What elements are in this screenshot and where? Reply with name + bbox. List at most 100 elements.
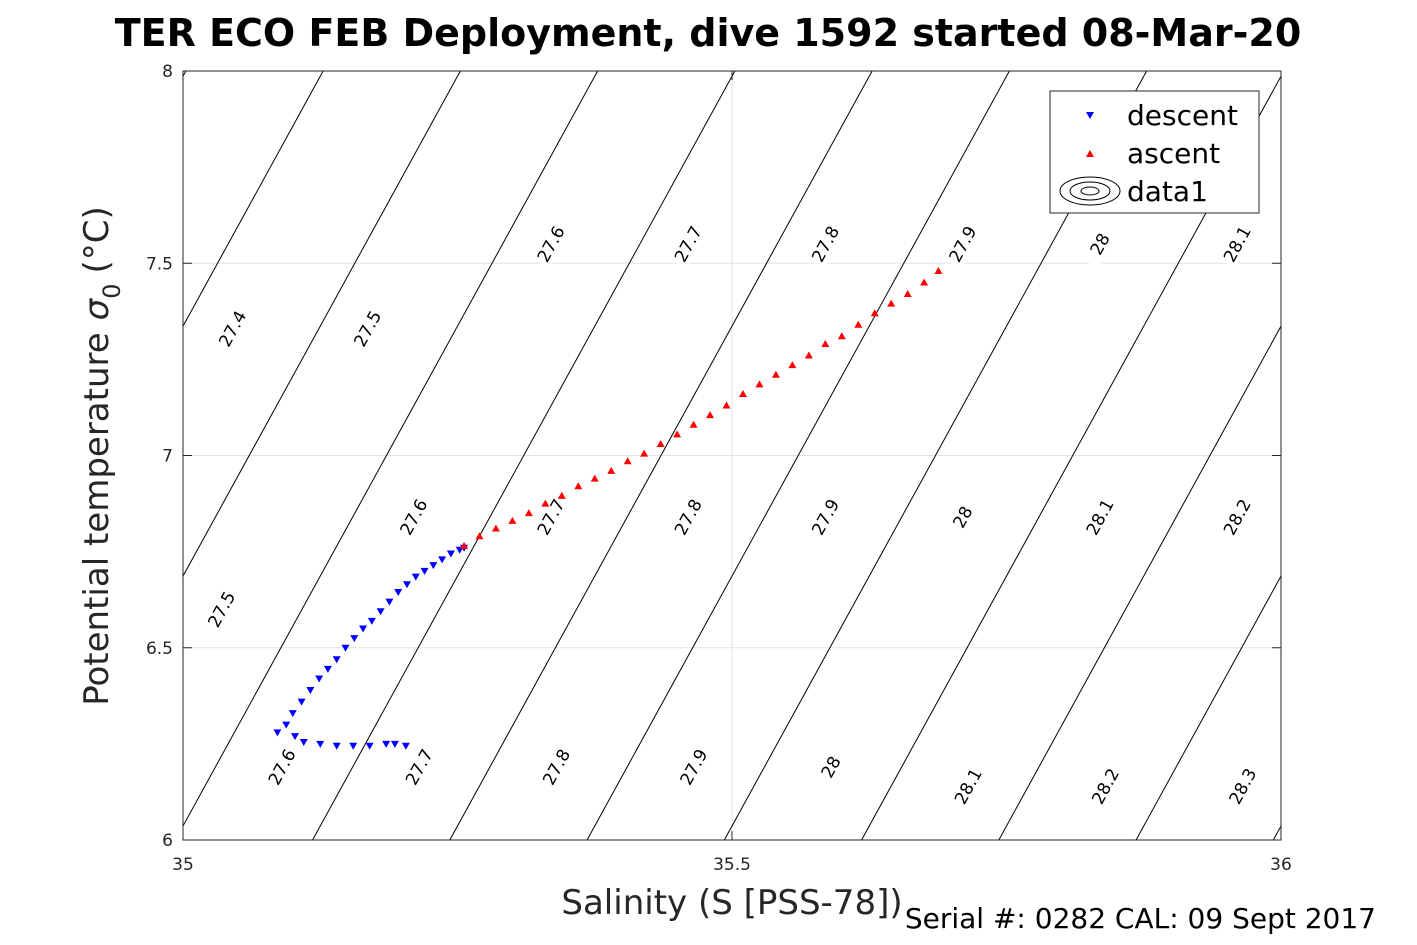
ascent-point-25 (870, 309, 879, 317)
contour-label-bg-17 (398, 742, 440, 792)
contour-label-bg-14 (1079, 492, 1121, 542)
y-axis-label-unit: (°C) (77, 206, 117, 273)
legend-box (1049, 90, 1260, 214)
contour-label-bg-7 (1216, 219, 1258, 269)
ascent-point-8 (590, 474, 599, 482)
ascent-point-24 (854, 320, 863, 328)
ascent-point-28 (920, 278, 929, 286)
serial-cal-footer: Serial #: 0282 CAL: 09 Sept 2017 (905, 902, 1376, 935)
contour-label-5: 27.9 (942, 219, 983, 269)
y-axis-label: Potential temperature σ0 (°C) (77, 206, 126, 706)
contour-line-9 (183, 71, 324, 328)
ascent-point-17 (738, 389, 747, 397)
ascent-point-10 (623, 457, 632, 465)
contour-label-bg-15 (1216, 492, 1258, 542)
ascent-point-1 (475, 532, 484, 540)
ascent-point-21 (804, 351, 813, 359)
contour-label-bg-5 (942, 219, 983, 269)
descent-point-24 (299, 738, 308, 746)
y-axis-label-symbol: σ (77, 297, 117, 320)
contour-line-11 (183, 71, 599, 828)
contour-label-bg-23 (1222, 761, 1263, 811)
contour-label-9: 27.6 (393, 492, 434, 542)
descent-point-31 (401, 742, 410, 750)
contour-label-13: 28 (942, 492, 983, 542)
contour-label-17: 27.7 (398, 742, 440, 792)
y-tick-label-1: 6.5 (146, 639, 173, 659)
chart-title: TER ECO FEB Deployment, dive 1592 starte… (115, 11, 1302, 55)
ascent-point-14 (689, 420, 698, 428)
contour-label-bg-8 (201, 584, 242, 634)
descent-point-25 (316, 740, 325, 748)
contour-line-12 (312, 71, 736, 840)
x-tick-label-0: 35 (172, 855, 194, 875)
descent-point-9 (350, 635, 359, 643)
contour-line-17 (998, 325, 1281, 840)
contour-label-bg-13 (942, 492, 983, 542)
contour-label-bg-9 (393, 492, 434, 542)
ascent-point-29 (934, 266, 943, 274)
contour-line-13 (449, 71, 873, 840)
ascent-point-7 (574, 482, 583, 490)
descent-point-6 (323, 665, 332, 673)
descent-point-26 (332, 742, 341, 750)
ascent-point-27 (903, 290, 912, 298)
y-tick-label-0: 6 (162, 831, 173, 851)
contour-label-19: 27.9 (673, 742, 714, 792)
descent-point-13 (385, 598, 394, 606)
contour-label-21: 28.1 (947, 761, 989, 811)
legend-descent-marker (1086, 112, 1094, 119)
contour-label-bg-12 (805, 492, 846, 542)
contour-label-15: 28.2 (1216, 492, 1258, 542)
contour-label-1: 27.5 (347, 304, 388, 354)
ascent-point-13 (673, 430, 682, 438)
ascent-point-3 (508, 516, 517, 524)
descent-point-2 (288, 710, 297, 718)
ascent-point-20 (788, 361, 797, 369)
ascent-point-11 (640, 449, 649, 457)
descent-point-11 (367, 617, 376, 625)
y-axis-label-subscript: 0 (98, 283, 126, 298)
descent-point-10 (359, 625, 368, 633)
ascent-point-4 (524, 509, 533, 517)
contour-label-18: 27.8 (536, 742, 577, 792)
descent-point-4 (306, 687, 315, 695)
y-tick-label-2: 7 (162, 447, 173, 467)
descent-point-5 (315, 675, 324, 683)
legend-data1-contour-icon (1059, 176, 1121, 206)
descent-point-20 (446, 550, 455, 558)
contour-label-bg-22 (1085, 761, 1126, 811)
descent-point-0 (273, 729, 282, 737)
contour-label-bg-2 (530, 219, 572, 269)
contour-label-8: 27.5 (201, 584, 242, 634)
descent-point-18 (429, 562, 438, 570)
contour-line-14 (586, 71, 1010, 840)
y-tick-label-4: 8 (162, 62, 173, 82)
ascent-point-15 (706, 411, 715, 419)
contour-label-bg-16 (261, 742, 303, 792)
series-ascent (460, 266, 943, 549)
descent-point-30 (390, 740, 399, 748)
contour-label-bg-0 (212, 304, 253, 354)
legend-data1-label: data1 (1127, 175, 1208, 208)
contour-label-20: 28 (810, 742, 852, 792)
x-tick-label-1: 35.5 (713, 855, 751, 875)
ascent-point-26 (887, 299, 896, 307)
ascent-point-6 (557, 491, 566, 499)
contour-label-2: 27.6 (530, 219, 572, 269)
contour-label-bg-4 (805, 219, 846, 269)
legend-ascent-marker (1086, 150, 1094, 157)
descent-point-29 (382, 740, 391, 748)
contour-label-16: 27.6 (261, 742, 303, 792)
ascent-point-5 (541, 499, 550, 507)
descent-point-15 (402, 581, 411, 589)
ascent-point-0 (460, 541, 469, 549)
legend-descent-label: descent (1127, 99, 1238, 132)
ascent-point-22 (821, 339, 830, 347)
descent-point-3 (297, 698, 306, 706)
legend: descent ascent data1 (1049, 90, 1260, 214)
ascent-point-12 (656, 439, 665, 447)
contour-label-bg-10 (530, 492, 572, 542)
x-tick-label-2: 36 (1270, 855, 1292, 875)
